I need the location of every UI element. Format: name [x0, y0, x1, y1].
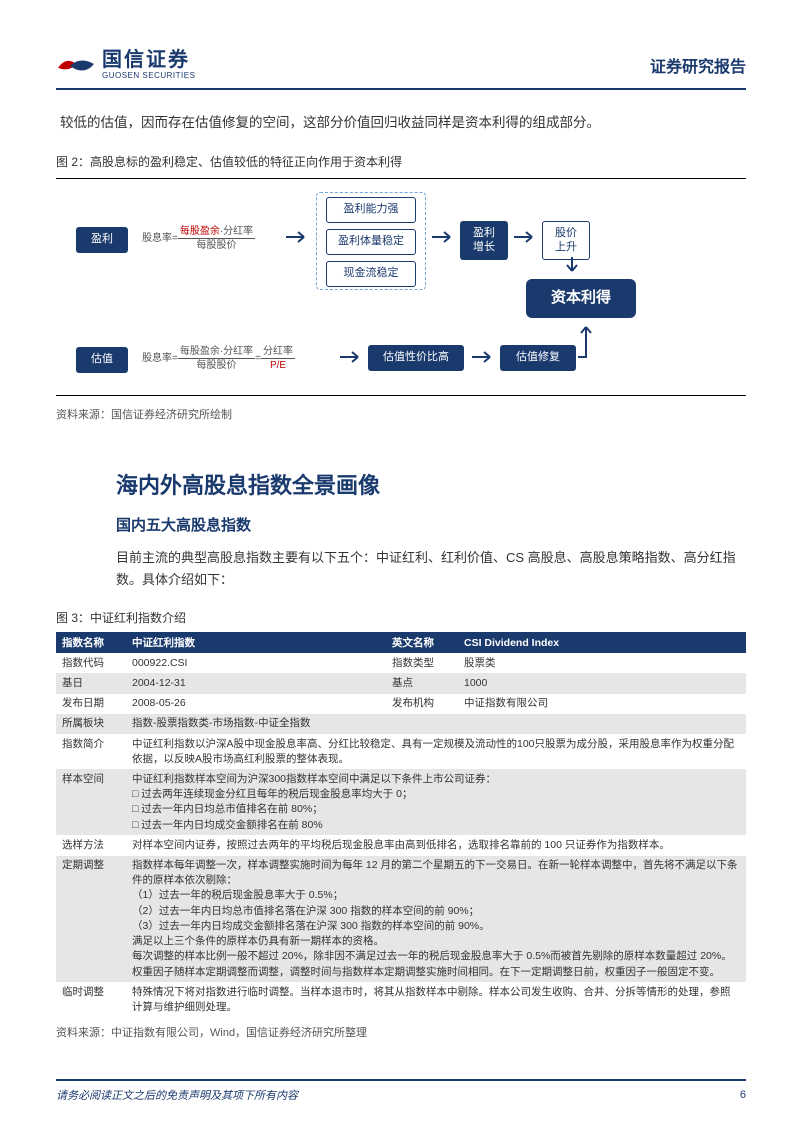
table-row: 选样方法对样本空间内证券，按照过去两年的平均税后现金股息率由高到低排名，选取排名…: [56, 835, 746, 855]
row-label: 临时调整: [56, 982, 126, 1017]
row-value-1: 000922.CSI: [126, 653, 386, 673]
table-row: 定期调整指数样本每年调整一次，样本调整实施时间为每年 12 月的第二个星期五的下…: [56, 856, 746, 983]
box-cashflow: 现金流稳定: [326, 261, 416, 287]
row-value: 指数-股票指数类-市场指数-中证全指数: [126, 714, 746, 734]
section-heading-h2: 海内外高股息指数全景画像: [116, 468, 746, 500]
fig2-caption: 图 2：高股息标的盈利稳定、估值较低的特征正向作用于资本利得: [56, 153, 746, 170]
page-footer: 请务必阅读正文之后的免责声明及其项下所有内容 6: [56, 1079, 746, 1103]
table-row: 临时调整特殊情况下将对指数进行临时调整。当样本退市时，将其从指数样本中剔除。样本…: [56, 982, 746, 1017]
arrow-up-right-icon: [578, 319, 598, 359]
box-capital-gain: 资本利得: [526, 279, 636, 318]
th-col2: 中证红利指数: [126, 632, 386, 653]
formula-num-plain: ·分红率: [220, 226, 253, 237]
row-key-2: 指数类型: [386, 653, 458, 673]
fig2-diagram: 盈利 股息率= 每股盈余·分红率 每股股价 盈利能力强 盈利体量稳定 现金流稳定…: [56, 189, 746, 389]
box-repair: 估值修复: [500, 345, 576, 371]
row-label: 选样方法: [56, 835, 126, 855]
row-label: 所属板块: [56, 714, 126, 734]
row-value: 对样本空间内证券，按照过去两年的平均税后现金股息率由高到低排名，选取排名靠前的 …: [126, 835, 746, 855]
row-label: 指数代码: [56, 653, 126, 673]
formula2-den2: P/E: [261, 359, 295, 372]
row-label: 样本空间: [56, 769, 126, 835]
table-row: 基日2004-12-31基点1000: [56, 673, 746, 693]
row-value-2: 中证指数有限公司: [458, 694, 746, 714]
row-key-2: 发布机构: [386, 694, 458, 714]
fig2-top-rule: [56, 178, 746, 179]
row-label: 定期调整: [56, 856, 126, 983]
row-key-2: 基点: [386, 673, 458, 693]
th-col4: CSI Dividend Index: [458, 632, 746, 653]
row-value: 特殊情况下将对指数进行临时调整。当样本退市时，将其从指数样本中剔除。样本公司发生…: [126, 982, 746, 1017]
table-row: 样本空间中证红利指数样本空间为沪深300指数样本空间中满足以下条件上市公司证券：…: [56, 769, 746, 835]
row-value-1: 2008-05-26: [126, 694, 386, 714]
row-value-1: 2004-12-31: [126, 673, 386, 693]
box-profit-growth: 盈利 增长: [460, 221, 508, 261]
row-value: 中证红利指数以沪深A股中现金股息率高、分红比较稳定、具有一定规模及流动性的100…: [126, 734, 746, 769]
arrow-icon: [472, 351, 496, 363]
logo-en: GUOSEN SECURITIES: [102, 72, 195, 80]
table-row: 所属板块指数-股票指数类-市场指数-中证全指数: [56, 714, 746, 734]
formula2-num: 每股盈余·分红率: [178, 345, 255, 359]
formula-profit: 股息率= 每股盈余·分红率 每股股价: [142, 225, 282, 252]
formula-den: 每股股价: [178, 239, 255, 252]
th-col1: 指数名称: [56, 632, 126, 653]
section-heading-h3: 国内五大高股息指数: [116, 514, 746, 535]
formula2-prefix: 股息率=: [142, 353, 178, 364]
row-label: 基日: [56, 673, 126, 693]
logo-text: 国信证券 GUOSEN SECURITIES: [102, 50, 195, 80]
formula-prefix: 股息率=: [142, 233, 178, 244]
table-row: 指数简介中证红利指数以沪深A股中现金股息率高、分红比较稳定、具有一定规模及流动性…: [56, 734, 746, 769]
formula-valuation: 股息率= 每股盈余·分红率 每股股价 = 分红率 P/E: [142, 345, 342, 372]
formula2-den: 每股股价: [178, 359, 255, 372]
logo-cn: 国信证券: [102, 50, 195, 70]
table-header-row: 指数名称 中证红利指数 英文名称 CSI Dividend Index: [56, 632, 746, 653]
box-profit: 盈利: [76, 227, 128, 253]
arrow-icon: [432, 231, 456, 243]
row-value-2: 股票类: [458, 653, 746, 673]
row-label: 发布日期: [56, 694, 126, 714]
report-type-title: 证券研究报告: [650, 53, 746, 77]
section-paragraph: 目前主流的典型高股息指数主要有以下五个：中证红利、红利价值、CS 高股息、高股息…: [116, 547, 746, 591]
tbl3-source: 资料来源：中证指数有限公司，Wind，国信证券经济研究所整理: [56, 1024, 746, 1040]
row-value: 指数样本每年调整一次，样本调整实施时间为每年 12 月的第二个星期五的下一交易日…: [126, 856, 746, 983]
arrow-icon: [514, 231, 538, 243]
box-volume: 盈利体量稳定: [326, 229, 416, 255]
table-row: 发布日期2008-05-26发布机构中证指数有限公司: [56, 694, 746, 714]
logo: 国信证券 GUOSEN SECURITIES: [56, 50, 195, 80]
footer-disclaimer: 请务必阅读正文之后的免责声明及其项下所有内容: [56, 1087, 298, 1103]
table-row: 指数代码000922.CSI指数类型股票类: [56, 653, 746, 673]
tbl3-caption: 图 3：中证红利指数介绍: [56, 609, 746, 626]
th-col3: 英文名称: [386, 632, 458, 653]
page-header: 国信证券 GUOSEN SECURITIES 证券研究报告: [56, 50, 746, 90]
row-value-2: 1000: [458, 673, 746, 693]
box-price-up: 股价 上升: [542, 221, 590, 261]
fig2-bottom-rule: [56, 395, 746, 396]
index-info-table: 指数名称 中证红利指数 英文名称 CSI Dividend Index 指数代码…: [56, 632, 746, 1018]
box-valuation: 估值: [76, 347, 128, 373]
formula2-num2: 分红率: [261, 345, 295, 359]
row-value: 中证红利指数样本空间为沪深300指数样本空间中满足以下条件上市公司证券： □ 过…: [126, 769, 746, 835]
footer-page-number: 6: [740, 1089, 746, 1101]
arrow-icon: [340, 351, 364, 363]
logo-mark-icon: [56, 50, 96, 80]
row-label: 指数简介: [56, 734, 126, 769]
box-ability: 盈利能力强: [326, 197, 416, 223]
arrow-icon: [286, 231, 310, 243]
fig2-source: 资料来源：国信证券经济研究所绘制: [56, 406, 746, 422]
arrow-down-icon: [566, 257, 578, 277]
intro-paragraph: 较低的估值，因而存在估值修复的空间，这部分价值回归收益同样是资本利得的组成部分。: [60, 112, 742, 135]
box-cost-perf: 估值性价比高: [368, 345, 464, 371]
formula-num-red: 每股盈余: [180, 226, 220, 237]
